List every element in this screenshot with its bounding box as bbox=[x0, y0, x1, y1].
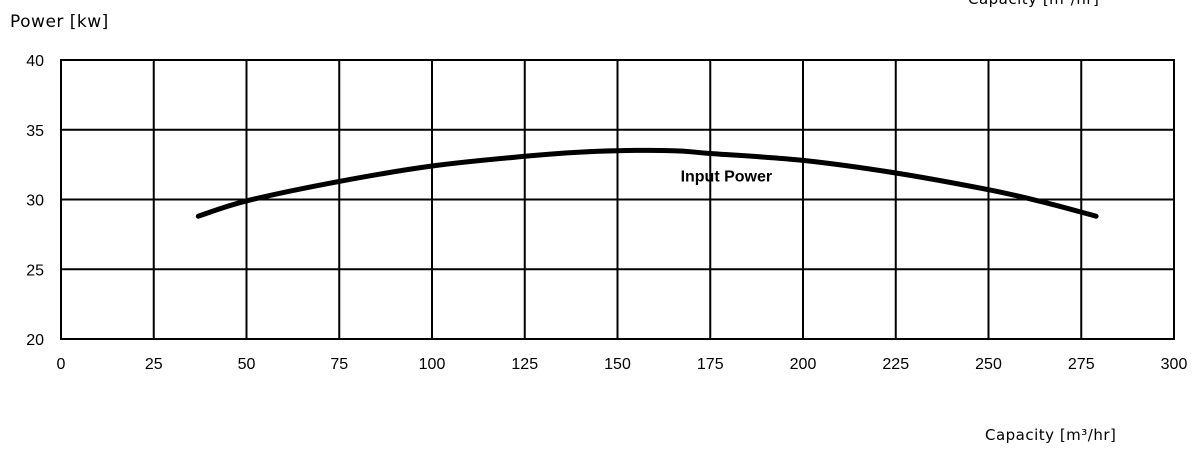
x-tick-label: 175 bbox=[697, 356, 724, 373]
y-axis-label: Power [kw] bbox=[10, 12, 109, 32]
x-axis-label-clipped: Capacity [m³/hr] bbox=[968, 0, 1099, 8]
x-tick-label: 100 bbox=[419, 356, 446, 373]
y-tick-label: 30 bbox=[26, 193, 44, 210]
x-tick-label: 275 bbox=[1068, 356, 1095, 373]
x-tick-label: 225 bbox=[882, 356, 909, 373]
x-tick-labels: 0 25 50 75 100 125 150 175 200 225 250 275 300 bbox=[57, 356, 1188, 373]
y-tick-label: 40 bbox=[26, 53, 44, 70]
x-axis-label: Capacity [m³/hr] bbox=[985, 426, 1117, 444]
y-tick-label: 20 bbox=[26, 332, 44, 349]
x-tick-label: 75 bbox=[330, 356, 348, 373]
x-tick-label: 0 bbox=[57, 356, 66, 373]
y-tick-labels: 20 25 30 35 40 bbox=[26, 53, 44, 349]
x-tick-label: 25 bbox=[145, 356, 163, 373]
x-tick-label: 250 bbox=[975, 356, 1002, 373]
x-tick-label: 125 bbox=[511, 356, 538, 373]
x-tick-label: 200 bbox=[790, 356, 817, 373]
y-tick-label: 35 bbox=[26, 123, 44, 140]
annotation-input-power: Input Power bbox=[681, 168, 773, 185]
grid bbox=[60, 59, 1175, 340]
input-power-line bbox=[195, 147, 1099, 219]
x-tick-label: 50 bbox=[238, 356, 256, 373]
x-tick-label: 150 bbox=[604, 356, 631, 373]
x-tick-label: 300 bbox=[1161, 356, 1188, 373]
y-tick-label: 25 bbox=[26, 262, 44, 279]
annotations: Input Power bbox=[681, 168, 773, 185]
plot-frame bbox=[60, 59, 1175, 340]
